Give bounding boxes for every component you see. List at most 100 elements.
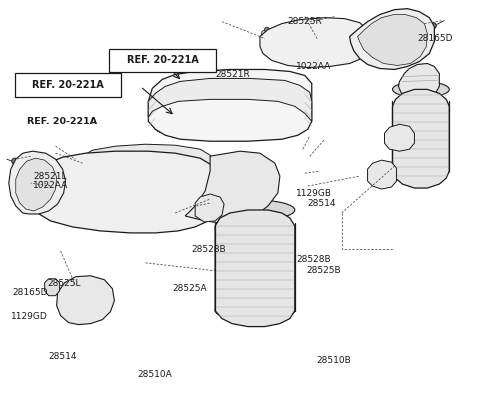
- Circle shape: [86, 290, 98, 302]
- Text: 28521R: 28521R: [215, 70, 250, 79]
- Circle shape: [194, 199, 202, 207]
- Ellipse shape: [132, 182, 149, 192]
- Circle shape: [24, 179, 33, 187]
- Circle shape: [70, 299, 77, 306]
- Circle shape: [405, 135, 410, 141]
- Circle shape: [291, 88, 299, 95]
- Text: 28510B: 28510B: [316, 356, 351, 365]
- FancyBboxPatch shape: [333, 30, 357, 50]
- Circle shape: [312, 39, 320, 46]
- Circle shape: [356, 48, 363, 55]
- Text: REF. 20-221A: REF. 20-221A: [27, 117, 97, 126]
- Polygon shape: [148, 69, 312, 141]
- Ellipse shape: [167, 99, 193, 113]
- Circle shape: [81, 162, 90, 171]
- Ellipse shape: [203, 100, 221, 109]
- Ellipse shape: [231, 96, 257, 110]
- Circle shape: [46, 179, 55, 187]
- Circle shape: [359, 54, 364, 59]
- Ellipse shape: [263, 95, 289, 109]
- Circle shape: [49, 285, 55, 290]
- Polygon shape: [393, 90, 449, 188]
- Ellipse shape: [102, 182, 119, 192]
- Circle shape: [192, 161, 199, 168]
- Circle shape: [372, 172, 378, 178]
- Circle shape: [301, 112, 309, 120]
- Circle shape: [264, 27, 269, 32]
- Ellipse shape: [140, 157, 156, 167]
- Circle shape: [158, 88, 166, 95]
- Text: REF. 20-221A: REF. 20-221A: [137, 60, 207, 69]
- Ellipse shape: [199, 98, 225, 112]
- Circle shape: [361, 27, 366, 32]
- Polygon shape: [45, 279, 60, 296]
- Ellipse shape: [167, 157, 183, 167]
- Circle shape: [398, 12, 407, 21]
- Circle shape: [270, 54, 276, 59]
- Circle shape: [151, 112, 159, 120]
- Ellipse shape: [393, 163, 449, 179]
- Text: 1129GB: 1129GB: [297, 189, 333, 198]
- FancyBboxPatch shape: [126, 175, 155, 199]
- Polygon shape: [9, 151, 66, 214]
- Circle shape: [263, 159, 271, 167]
- Text: 28528B: 28528B: [297, 255, 331, 264]
- FancyBboxPatch shape: [312, 28, 336, 48]
- Polygon shape: [16, 158, 57, 211]
- Polygon shape: [185, 151, 280, 223]
- Text: REF. 20-221A: REF. 20-221A: [32, 81, 104, 90]
- FancyBboxPatch shape: [291, 28, 315, 48]
- Circle shape: [268, 48, 276, 55]
- Text: 28525R: 28525R: [287, 18, 322, 26]
- FancyBboxPatch shape: [109, 48, 216, 72]
- Circle shape: [388, 135, 395, 141]
- Circle shape: [363, 30, 370, 37]
- Circle shape: [212, 208, 218, 215]
- Circle shape: [212, 187, 218, 194]
- Text: 28521L: 28521L: [33, 171, 67, 180]
- Ellipse shape: [267, 97, 285, 106]
- Polygon shape: [16, 186, 23, 204]
- Circle shape: [57, 159, 64, 166]
- Circle shape: [197, 206, 203, 212]
- FancyBboxPatch shape: [96, 175, 125, 199]
- Text: 28510A: 28510A: [137, 370, 172, 379]
- Circle shape: [156, 124, 164, 132]
- Text: 1022AA: 1022AA: [297, 62, 332, 71]
- FancyBboxPatch shape: [270, 30, 294, 50]
- Polygon shape: [260, 18, 370, 67]
- Text: REF. 20-221A: REF. 20-221A: [127, 55, 199, 65]
- Ellipse shape: [171, 102, 189, 111]
- Text: 28514: 28514: [307, 199, 336, 208]
- Ellipse shape: [72, 184, 89, 194]
- Polygon shape: [23, 151, 220, 233]
- Circle shape: [261, 199, 269, 207]
- Ellipse shape: [44, 187, 61, 199]
- FancyBboxPatch shape: [38, 182, 67, 205]
- Polygon shape: [148, 79, 312, 121]
- Ellipse shape: [112, 157, 128, 167]
- Ellipse shape: [87, 157, 104, 167]
- FancyBboxPatch shape: [15, 74, 121, 97]
- Polygon shape: [368, 160, 396, 189]
- Text: 28525B: 28525B: [306, 266, 341, 275]
- Polygon shape: [57, 276, 114, 325]
- FancyBboxPatch shape: [66, 178, 95, 201]
- Ellipse shape: [192, 157, 208, 167]
- Text: 1022AA: 1022AA: [33, 181, 69, 190]
- Circle shape: [22, 180, 29, 187]
- Polygon shape: [79, 144, 212, 179]
- Polygon shape: [358, 15, 427, 65]
- Text: 28165D: 28165D: [13, 288, 48, 297]
- Circle shape: [27, 198, 34, 205]
- Circle shape: [67, 297, 79, 309]
- Ellipse shape: [235, 99, 253, 108]
- Text: 1129GD: 1129GD: [12, 312, 48, 321]
- Polygon shape: [349, 9, 434, 69]
- Ellipse shape: [393, 81, 449, 97]
- Text: 28165D: 28165D: [417, 34, 453, 43]
- Text: 28525A: 28525A: [172, 284, 207, 293]
- Text: 28528B: 28528B: [191, 245, 226, 254]
- Circle shape: [89, 292, 96, 299]
- Polygon shape: [384, 124, 414, 151]
